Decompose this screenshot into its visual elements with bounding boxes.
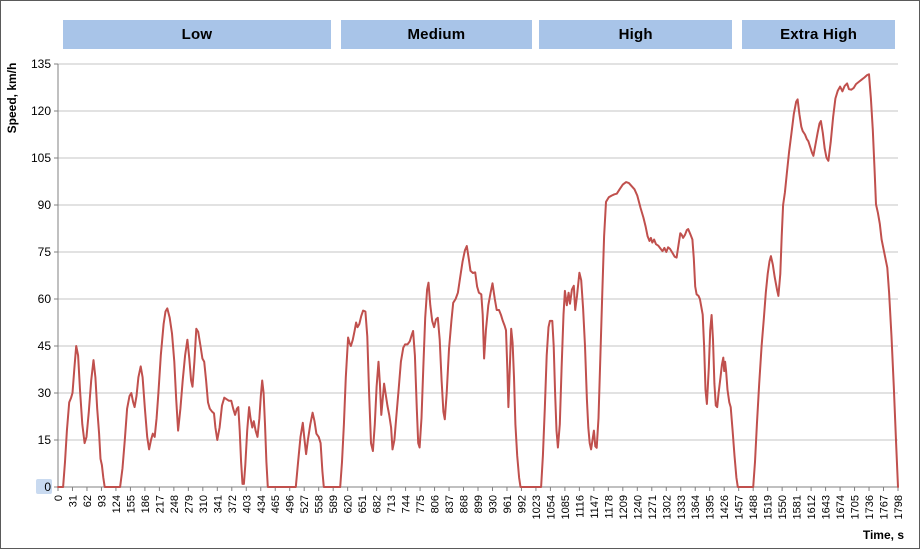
x-tick-label-589: 589 (328, 495, 340, 513)
x-tick-label-1271: 1271 (647, 495, 659, 519)
x-tick-label-403: 403 (241, 495, 253, 513)
x-tick-label-124: 124 (111, 495, 123, 513)
x-tick-label-1023: 1023 (531, 495, 543, 519)
x-tick-label-1085: 1085 (560, 495, 572, 519)
x-tick-label-899: 899 (473, 495, 485, 513)
x-tick-label-1209: 1209 (618, 495, 630, 519)
x-tick-label-155: 155 (125, 495, 137, 513)
y-tick-label-135: 135 (31, 57, 51, 71)
x-tick-label-930: 930 (487, 495, 499, 513)
x-axis-title: Time, s (863, 528, 904, 542)
y-tick-label-45: 45 (38, 339, 52, 353)
x-tick-label-1798: 1798 (893, 495, 905, 519)
y-tick-label-75: 75 (38, 245, 52, 259)
x-tick-label-527: 527 (299, 495, 311, 513)
phase-label-extra-high: Extra High (780, 26, 858, 43)
x-tick-label-62: 62 (82, 495, 94, 507)
x-tick-label-217: 217 (154, 495, 166, 513)
x-tick-label-1519: 1519 (763, 495, 775, 519)
x-tick-label-1457: 1457 (734, 495, 746, 519)
x-tick-label-1674: 1674 (835, 495, 847, 519)
phase-bar-medium: Medium (341, 20, 532, 49)
x-tick-label-1736: 1736 (864, 495, 876, 519)
x-tick-label-1705: 1705 (850, 495, 862, 519)
x-tick-label-806: 806 (430, 495, 442, 513)
x-tick-label-1581: 1581 (792, 495, 804, 519)
x-tick-label-1395: 1395 (705, 495, 717, 519)
x-tick-label-1550: 1550 (777, 495, 789, 519)
y-tick-label-90: 90 (38, 198, 52, 212)
x-tick-label-93: 93 (96, 495, 108, 507)
x-tick-label-1116: 1116 (574, 495, 586, 518)
x-tick-label-465: 465 (270, 495, 282, 513)
x-tick-label-1612: 1612 (806, 495, 818, 519)
x-tick-label-279: 279 (183, 495, 195, 513)
x-tick-label-248: 248 (169, 495, 181, 513)
phase-bar-low: Low (63, 20, 331, 49)
speed-line (57, 73, 899, 488)
x-tick-label-372: 372 (227, 495, 239, 513)
x-tick-label-31: 31 (67, 495, 79, 507)
y-axis-title: Speed, km/h (5, 63, 19, 134)
y-tick-label-30: 30 (38, 386, 52, 400)
x-tick-label-744: 744 (401, 495, 413, 513)
x-tick-label-1178: 1178 (603, 495, 615, 519)
x-tick-label-961: 961 (502, 495, 514, 513)
x-tick-label-775: 775 (415, 495, 427, 513)
x-tick-label-1488: 1488 (748, 495, 760, 519)
phase-bar-extra-high: Extra High (741, 20, 896, 49)
x-tick-label-310: 310 (198, 495, 210, 513)
y-zero-highlight (36, 479, 52, 494)
x-tick-label-496: 496 (285, 495, 297, 513)
x-tick-label-682: 682 (372, 495, 384, 513)
x-tick-label-992: 992 (516, 495, 528, 513)
x-tick-label-713: 713 (386, 495, 398, 513)
x-tick-label-1767: 1767 (879, 495, 891, 519)
y-tick-label-105: 105 (31, 151, 51, 165)
x-tick-label-1426: 1426 (719, 495, 731, 519)
phase-label-medium: Medium (407, 26, 466, 43)
x-tick-label-837: 837 (444, 495, 456, 513)
x-tick-label-0: 0 (53, 495, 65, 501)
x-tick-label-1643: 1643 (821, 495, 833, 519)
x-tick-label-186: 186 (140, 495, 152, 513)
phase-label-low: Low (181, 26, 213, 43)
x-tick-label-1240: 1240 (632, 495, 644, 519)
x-tick-label-1054: 1054 (545, 495, 557, 519)
y-tick-label-60: 60 (38, 292, 52, 306)
phase-bar-high: High (539, 20, 733, 49)
x-tick-label-620: 620 (343, 495, 355, 513)
phase-label-high: High (618, 26, 653, 43)
x-tick-label-1147: 1147 (589, 495, 601, 519)
x-tick-label-341: 341 (212, 495, 224, 513)
x-tick-label-1333: 1333 (676, 495, 688, 519)
x-tick-label-1364: 1364 (690, 495, 702, 519)
x-tick-label-434: 434 (256, 495, 268, 513)
x-tick-label-558: 558 (314, 495, 326, 513)
y-tick-label-15: 15 (38, 433, 52, 447)
y-tick-label-0: 0 (44, 480, 51, 494)
x-tick-label-1302: 1302 (661, 495, 673, 519)
x-tick-label-651: 651 (357, 495, 369, 513)
x-tick-label-868: 868 (459, 495, 471, 513)
y-tick-label-120: 120 (31, 104, 51, 118)
